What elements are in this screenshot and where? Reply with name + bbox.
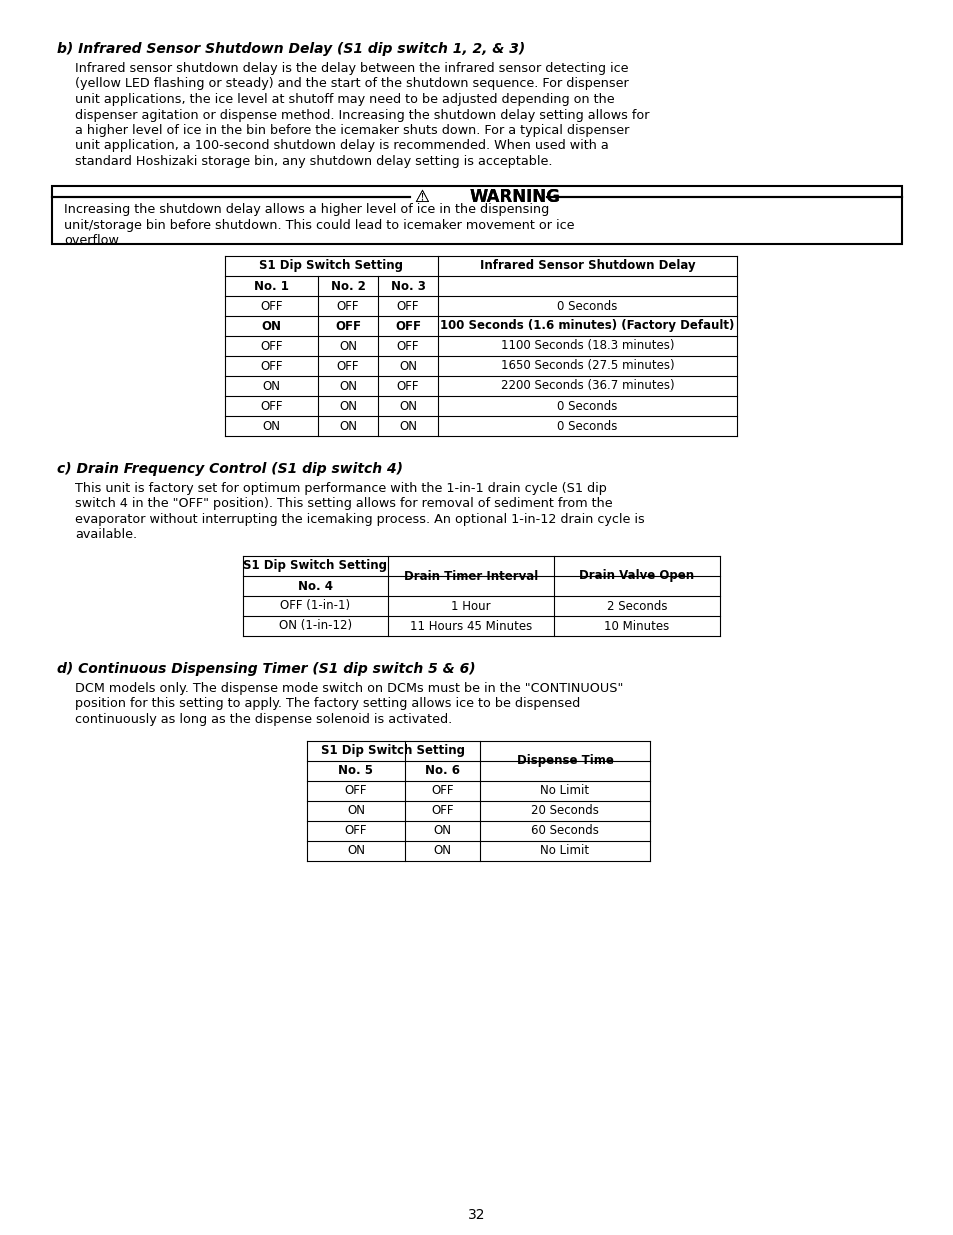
Text: ON: ON <box>347 844 365 857</box>
Text: available.: available. <box>75 529 137 541</box>
Text: 0 Seconds: 0 Seconds <box>557 399 617 412</box>
Text: OFF: OFF <box>260 300 282 312</box>
Text: This unit is factory set for optimum performance with the 1-in-1 drain cycle (S1: This unit is factory set for optimum per… <box>75 482 606 495</box>
Text: ON: ON <box>338 399 356 412</box>
Text: ⚠: ⚠ <box>415 188 429 205</box>
Text: 1100 Seconds (18.3 minutes): 1100 Seconds (18.3 minutes) <box>500 340 674 352</box>
Text: 60 Seconds: 60 Seconds <box>531 824 598 837</box>
Text: S1 Dip Switch Setting: S1 Dip Switch Setting <box>243 559 387 573</box>
Text: No Limit: No Limit <box>539 844 589 857</box>
Text: ⚠: ⚠ <box>415 188 429 205</box>
Text: ON: ON <box>398 399 416 412</box>
Text: No Limit: No Limit <box>539 784 589 797</box>
Text: 11 Hours 45 Minutes: 11 Hours 45 Minutes <box>410 620 532 632</box>
Text: standard Hoshizaki storage bin, any shutdown delay setting is acceptable.: standard Hoshizaki storage bin, any shut… <box>75 156 552 168</box>
Text: 20 Seconds: 20 Seconds <box>531 804 598 818</box>
Text: c) Drain Frequency Control (S1 dip switch 4): c) Drain Frequency Control (S1 dip switc… <box>57 462 402 475</box>
Text: Infrared sensor shutdown delay is the delay between the infrared sensor detectin: Infrared sensor shutdown delay is the de… <box>75 62 628 75</box>
Text: unit application, a 100-second shutdown delay is recommended. When used with a: unit application, a 100-second shutdown … <box>75 140 608 152</box>
Text: OFF: OFF <box>395 320 420 332</box>
Text: ON: ON <box>262 379 280 393</box>
Text: OFF: OFF <box>336 359 359 373</box>
Text: No. 3: No. 3 <box>390 279 425 293</box>
Text: OFF: OFF <box>396 300 418 312</box>
Text: Infrared Sensor Shutdown Delay: Infrared Sensor Shutdown Delay <box>479 259 695 273</box>
Text: continuously as long as the dispense solenoid is activated.: continuously as long as the dispense sol… <box>75 713 452 726</box>
Text: No. 1: No. 1 <box>253 279 289 293</box>
Text: S1 Dip Switch Setting: S1 Dip Switch Setting <box>321 743 465 757</box>
Text: ON: ON <box>262 420 280 432</box>
Text: No. 6: No. 6 <box>424 764 459 777</box>
Text: evaporator without interrupting the icemaking process. An optional 1-in-12 drain: evaporator without interrupting the icem… <box>75 513 644 526</box>
Text: OFF: OFF <box>344 784 367 797</box>
Text: ON: ON <box>338 340 356 352</box>
Text: ON: ON <box>338 420 356 432</box>
Text: No. 2: No. 2 <box>331 279 365 293</box>
Text: ON: ON <box>398 420 416 432</box>
Text: (yellow LED flashing or steady) and the start of the shutdown sequence. For disp: (yellow LED flashing or steady) and the … <box>75 78 628 90</box>
Text: WARNING: WARNING <box>469 188 559 205</box>
Text: OFF: OFF <box>260 399 282 412</box>
Text: OFF: OFF <box>431 784 454 797</box>
Bar <box>52 185 901 245</box>
Text: OFF (1-in-1): OFF (1-in-1) <box>280 599 350 613</box>
Text: 0 Seconds: 0 Seconds <box>557 420 617 432</box>
Text: a higher level of ice in the bin before the icemaker shuts down. For a typical d: a higher level of ice in the bin before … <box>75 124 629 137</box>
Text: OFF: OFF <box>396 340 418 352</box>
Text: 100 Seconds (1.6 minutes) (Factory Default): 100 Seconds (1.6 minutes) (Factory Defau… <box>440 320 734 332</box>
Text: OFF: OFF <box>260 359 282 373</box>
Text: ON: ON <box>347 804 365 818</box>
Text: ON: ON <box>433 844 451 857</box>
Text: OFF: OFF <box>260 340 282 352</box>
Text: WARNING: WARNING <box>469 188 559 205</box>
Text: d) Continuous Dispensing Timer (S1 dip switch 5 & 6): d) Continuous Dispensing Timer (S1 dip s… <box>57 662 476 676</box>
Text: Dispense Time: Dispense Time <box>516 755 613 767</box>
Text: unit/storage bin before shutdown. This could lead to icemaker movement or ice: unit/storage bin before shutdown. This c… <box>64 219 574 232</box>
Text: OFF: OFF <box>335 320 360 332</box>
Text: 1 Hour: 1 Hour <box>451 599 490 613</box>
Text: ON: ON <box>433 824 451 837</box>
Text: OFF: OFF <box>431 804 454 818</box>
Text: ON: ON <box>338 379 356 393</box>
Text: position for this setting to apply. The factory setting allows ice to be dispens: position for this setting to apply. The … <box>75 698 579 710</box>
Text: 2 Seconds: 2 Seconds <box>606 599 666 613</box>
Text: ON: ON <box>398 359 416 373</box>
Text: 32: 32 <box>468 1208 485 1221</box>
Text: switch 4 in the "OFF" position). This setting allows for removal of sediment fro: switch 4 in the "OFF" position). This se… <box>75 498 612 510</box>
Text: overflow.: overflow. <box>64 235 122 247</box>
Text: ON (1-in-12): ON (1-in-12) <box>278 620 352 632</box>
Text: Increasing the shutdown delay allows a higher level of ice in the dispensing: Increasing the shutdown delay allows a h… <box>64 204 549 216</box>
Text: DCM models only. The dispense mode switch on DCMs must be in the "CONTINUOUS": DCM models only. The dispense mode switc… <box>75 682 622 695</box>
Text: No. 4: No. 4 <box>297 579 333 593</box>
Text: S1 Dip Switch Setting: S1 Dip Switch Setting <box>259 259 403 273</box>
Text: 1650 Seconds (27.5 minutes): 1650 Seconds (27.5 minutes) <box>500 359 674 373</box>
Text: dispenser agitation or dispense method. Increasing the shutdown delay setting al: dispenser agitation or dispense method. … <box>75 109 649 121</box>
Text: 10 Minutes: 10 Minutes <box>604 620 669 632</box>
Text: OFF: OFF <box>396 379 418 393</box>
Text: Drain Valve Open: Drain Valve Open <box>578 569 694 583</box>
Text: OFF: OFF <box>344 824 367 837</box>
Text: No. 5: No. 5 <box>338 764 374 777</box>
Text: 2200 Seconds (36.7 minutes): 2200 Seconds (36.7 minutes) <box>500 379 674 393</box>
Text: ON: ON <box>261 320 281 332</box>
Text: unit applications, the ice level at shutoff may need to be adjusted depending on: unit applications, the ice level at shut… <box>75 93 614 106</box>
Text: b) Infrared Sensor Shutdown Delay (S1 dip switch 1, 2, & 3): b) Infrared Sensor Shutdown Delay (S1 di… <box>57 42 525 56</box>
Text: OFF: OFF <box>336 300 359 312</box>
Text: Drain Timer Interval: Drain Timer Interval <box>403 569 537 583</box>
Text: 0 Seconds: 0 Seconds <box>557 300 617 312</box>
